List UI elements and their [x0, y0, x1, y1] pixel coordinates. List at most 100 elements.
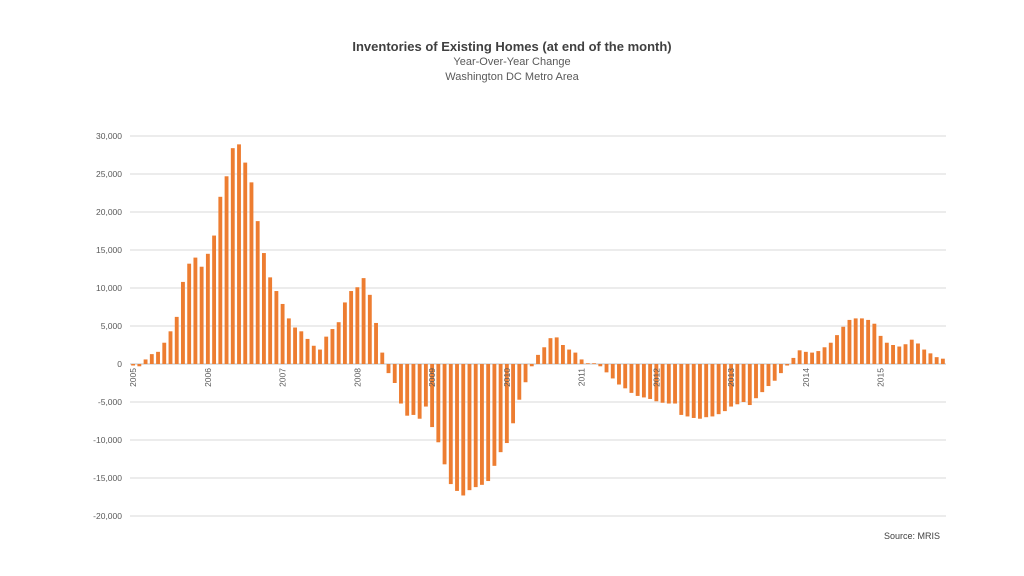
- bar: [722, 364, 727, 412]
- bar: [274, 291, 279, 364]
- bar: [691, 364, 696, 418]
- bar: [268, 277, 273, 364]
- bar: [766, 364, 771, 387]
- bar: [641, 364, 646, 398]
- x-tick-label: 2013: [726, 368, 736, 387]
- bar: [592, 363, 596, 364]
- bar: [380, 352, 385, 364]
- bar: [156, 351, 160, 364]
- bar: [467, 364, 472, 491]
- y-tick-label: -5,000: [98, 397, 122, 407]
- bar: [293, 327, 297, 364]
- bar: [673, 364, 677, 404]
- bar: [417, 364, 422, 419]
- bar: [704, 364, 709, 418]
- bar: [486, 364, 491, 482]
- bar: [218, 196, 223, 364]
- bar: [205, 253, 210, 364]
- bar: [529, 364, 534, 367]
- bar: [779, 364, 783, 374]
- bar: [336, 322, 341, 364]
- bar: [280, 303, 285, 364]
- bar: [772, 364, 777, 381]
- bar: [305, 338, 310, 364]
- bar: [230, 148, 235, 364]
- bar: [442, 364, 447, 465]
- chart-titles: Inventories of Existing Homes (at end of…: [0, 38, 1024, 85]
- bar: [797, 350, 802, 364]
- bar: [342, 302, 347, 364]
- chart-title: Inventories of Existing Homes (at end of…: [352, 39, 672, 54]
- bar: [517, 364, 522, 400]
- y-tick-label: 10,000: [96, 283, 122, 293]
- bar: [617, 364, 621, 385]
- bar: [816, 351, 821, 364]
- x-axis-labels: 2005 2006 2007 2008 2009 2010 2011 2012 2013 2014…: [128, 368, 885, 387]
- bar: [137, 364, 142, 367]
- bar: [666, 364, 671, 404]
- bar: [187, 263, 192, 364]
- bar: [436, 364, 441, 443]
- bar: [355, 287, 360, 364]
- bar: [286, 318, 291, 364]
- bar: [810, 352, 815, 364]
- bar: [934, 357, 939, 364]
- bar: [878, 335, 883, 364]
- bar: [430, 364, 435, 428]
- bar: [299, 331, 304, 364]
- bar: [710, 364, 715, 417]
- bar: [492, 364, 497, 466]
- bar: [498, 364, 503, 453]
- bars: [131, 144, 945, 496]
- bar: [392, 364, 397, 383]
- bar: [461, 364, 466, 496]
- x-tick-label: 2009: [427, 368, 437, 387]
- bar: [847, 319, 852, 364]
- bar: [859, 318, 864, 364]
- bar: [168, 331, 173, 364]
- x-tick-label: 2014: [801, 368, 811, 387]
- x-tick-label: 2012: [651, 368, 661, 387]
- bar: [554, 337, 559, 364]
- bar: [866, 319, 871, 364]
- bar: [635, 364, 640, 396]
- bar: [349, 291, 354, 364]
- x-tick-label: 2008: [352, 368, 362, 387]
- bar: [623, 364, 628, 389]
- y-tick-label: -15,000: [93, 473, 122, 483]
- bar: [909, 339, 914, 364]
- bar: [685, 364, 690, 417]
- bar: [193, 257, 198, 364]
- x-tick-label: 2006: [203, 368, 213, 387]
- bar: [573, 352, 578, 364]
- bar: [480, 364, 484, 485]
- bar: [504, 364, 509, 444]
- source-note: Source: MRIS: [883, 531, 940, 541]
- bar: [448, 364, 453, 485]
- bar: [237, 144, 241, 364]
- bar: [255, 221, 260, 364]
- chart-subtitle-1: Year-Over-Year Change: [453, 56, 571, 68]
- bar: [891, 345, 895, 364]
- x-tick-label: 2011: [577, 368, 587, 387]
- bar: [679, 364, 684, 415]
- bar: [511, 364, 516, 424]
- bar: [386, 364, 391, 374]
- y-tick-label: 30,000: [96, 131, 122, 141]
- bar: [261, 253, 266, 364]
- bar: [455, 364, 459, 491]
- gridlines: [130, 135, 946, 517]
- x-tick-label: 2005: [128, 368, 138, 387]
- bar: [716, 364, 721, 415]
- bar: [249, 182, 254, 364]
- bar: [754, 364, 758, 399]
- y-tick-label: 20,000: [96, 207, 122, 217]
- bar: [399, 364, 403, 404]
- y-tick-label: -20,000: [93, 511, 122, 521]
- y-tick-label: 0: [117, 359, 122, 369]
- bar: [698, 364, 702, 419]
- chart-subtitle-2: Washington DC Metro Area: [445, 71, 579, 83]
- bar: [162, 342, 167, 364]
- bar: [735, 364, 740, 405]
